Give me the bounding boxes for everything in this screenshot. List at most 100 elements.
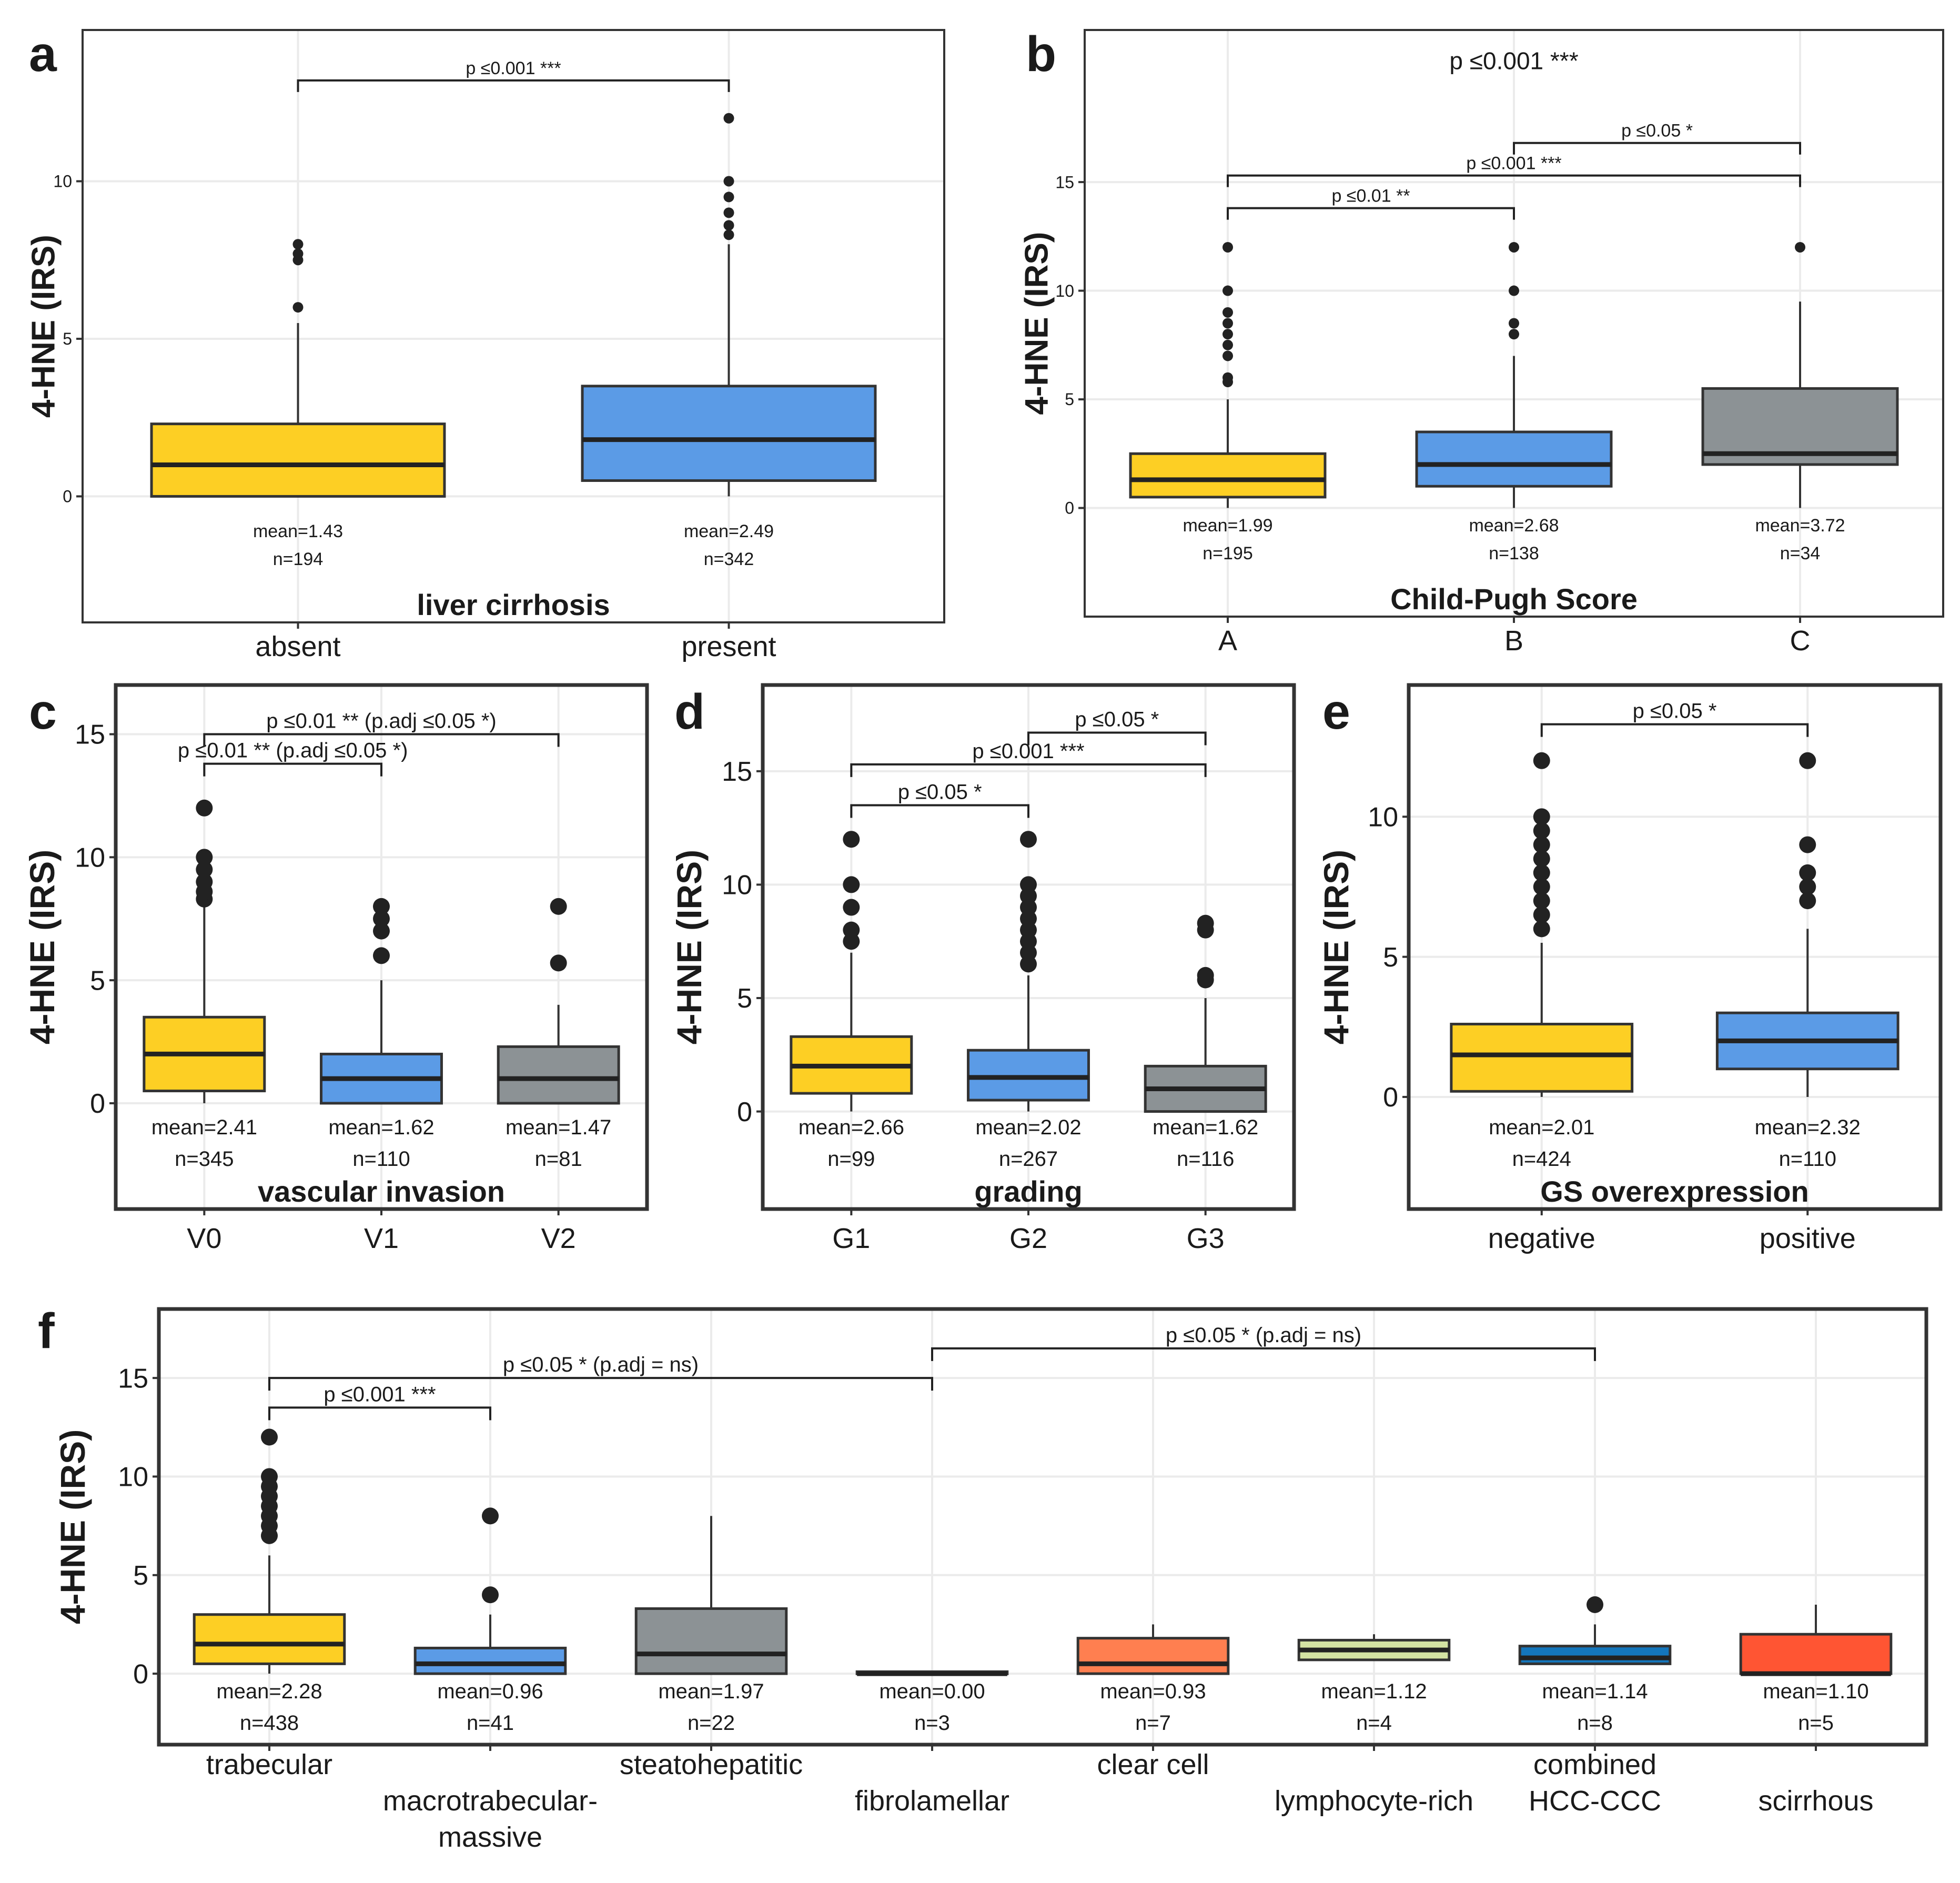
panel-a-outlier-point (292, 302, 304, 313)
panel-b-global-p: p ≤0.001 *** (1449, 47, 1578, 74)
panel-f-mean-label: mean=2.28 (216, 1680, 322, 1703)
panel-c-outlier-point (373, 910, 390, 928)
panel-e-outlier-point (1799, 752, 1816, 769)
panel-c-ytick-label: 0 (90, 1089, 105, 1119)
panel-d-n-label: n=99 (827, 1147, 875, 1171)
panel-f-n-label: n=7 (1135, 1711, 1171, 1735)
panel-c-outlier-point (196, 873, 213, 891)
panel-b-outlier-point (1509, 318, 1519, 329)
panel-f-mean-label: mean=1.10 (1763, 1680, 1868, 1703)
panel-c-border (114, 683, 649, 1211)
panel-c-outlier-point (196, 849, 213, 866)
panel-b-outlier-point (1223, 372, 1233, 383)
panel-d-category-label: G1 (832, 1223, 870, 1254)
panel-a-box-1 (581, 385, 877, 482)
panel-c-letter: c (29, 684, 57, 740)
panel-e-outlier-point (1533, 850, 1550, 868)
panel-a-outlier-point (292, 248, 304, 259)
panel-c-outlier-point (373, 947, 390, 964)
panel-a-mean-label: mean=1.43 (253, 521, 343, 541)
panel-f-n-label: n=41 (467, 1711, 514, 1735)
panel-c-n-label: n=110 (352, 1147, 410, 1171)
panel-b-category-label: C (1790, 625, 1811, 657)
panel-f-category-label: macrotrabecular- (383, 1785, 598, 1817)
panel-f-mean-label: mean=0.00 (879, 1680, 985, 1703)
panel-f-letter: f (38, 1303, 55, 1359)
panel-d-letter: d (674, 684, 705, 740)
panel-a-mean-label: mean=2.49 (684, 521, 774, 541)
panel-f-bracket-label: p ≤0.05 * (p.adj = ns) (503, 1353, 699, 1376)
panel-e-mean-label: mean=2.01 (1489, 1116, 1594, 1139)
panel-b-bracket-label: p ≤0.001 *** (1466, 154, 1561, 174)
panel-c-outlier-point (550, 954, 567, 972)
panel-f-bracket (931, 1347, 1596, 1361)
panel-f-mean-label: mean=1.14 (1542, 1680, 1648, 1703)
panel-f-ytick-label: 15 (118, 1363, 148, 1394)
panel-e-category-label: positive (1760, 1223, 1856, 1254)
panel-c-mean-label: mean=1.47 (506, 1116, 611, 1139)
panel-a-category-label: absent (255, 631, 340, 662)
panel-d-category-label: G3 (1187, 1223, 1225, 1254)
panel-c-mean-label: mean=2.41 (151, 1116, 257, 1139)
panel-d-category-label: G2 (1009, 1223, 1047, 1254)
panel-b-outlier-point (1223, 318, 1233, 329)
panel-f-n-label: n=22 (688, 1711, 735, 1735)
panel-e-xlabel: GS overexpression (1540, 1175, 1809, 1208)
panel-b-mean-label: mean=3.72 (1755, 516, 1845, 536)
panel-e-ylabel: 4-HNE (IRS) (1317, 850, 1356, 1044)
panel-c-outlier-point (196, 861, 213, 878)
panel-c-ytick-label: 5 (90, 965, 105, 996)
panel-b-outlier-point (1795, 241, 1805, 253)
panel-d-ytick-label: 15 (722, 757, 752, 787)
panel-b-outlier-point (1509, 285, 1519, 296)
panel-b-outlier-point (1509, 329, 1519, 340)
panel-c-mean-label: mean=1.62 (328, 1116, 434, 1139)
panel-a-outlier-point (723, 176, 734, 187)
panel-c-outlier-point (373, 898, 390, 915)
panel-d-bracket-label: p ≤0.05 * (1075, 708, 1159, 731)
panel-d-ytick-label: 10 (722, 870, 752, 901)
panel-b-category-label: A (1218, 625, 1237, 657)
panel-a-n-label: n=342 (704, 549, 754, 569)
panel-a-outlier-point (292, 239, 304, 250)
panel-f-bracket (268, 1377, 933, 1391)
panel-e-outlier-point (1533, 892, 1550, 910)
panel-f-ytick-label: 10 (118, 1462, 148, 1493)
panel-c-bracket (203, 733, 560, 747)
panel-b-n-label: n=195 (1203, 543, 1253, 563)
panel-d-bracket (850, 804, 1029, 818)
panel-f-mean-label: mean=0.96 (437, 1680, 543, 1703)
panel-e-outlier-point (1799, 864, 1816, 881)
panel-a-bracket-label: p ≤0.001 *** (466, 58, 561, 78)
panel-a-ytick-label: 10 (53, 172, 72, 191)
panel-a-ylabel: 4-HNE (IRS) (26, 235, 62, 418)
panel-d-outlier-point (843, 831, 860, 848)
panel-f-category-label: combined (1533, 1749, 1656, 1780)
panel-a-outlier-point (723, 229, 734, 240)
panel-d-ytick-label: 5 (737, 983, 752, 1014)
panel-f-outlier-point (261, 1428, 278, 1446)
panel-b-mean-label: mean=2.68 (1469, 516, 1559, 536)
panel-c-ytick-label: 15 (75, 720, 105, 750)
panel-f-category-label: steatohepatitic (620, 1749, 803, 1780)
panel-d-outlier-point (1197, 966, 1214, 984)
panel-e-n-label: n=110 (1779, 1147, 1836, 1171)
panel-f-n-label: n=438 (240, 1711, 299, 1735)
panel-d-mean-label: mean=1.62 (1153, 1116, 1258, 1139)
panel-a-xlabel: liver cirrhosis (417, 588, 610, 621)
panel-f-bracket (268, 1406, 491, 1421)
panel-f-box-7 (1739, 1633, 1893, 1675)
panel-c-outlier-point (550, 898, 567, 915)
panel-e-outlier-point (1533, 906, 1550, 923)
panel-f-n-label: n=5 (1798, 1711, 1834, 1735)
panel-f-box-1 (413, 1646, 567, 1675)
panel-b-xlabel: Child-Pugh Score (1390, 582, 1638, 616)
panel-b-ytick-label: 10 (1055, 281, 1074, 300)
panel-f-mean-label: mean=0.93 (1100, 1680, 1206, 1703)
panel-b-outlier-point (1223, 285, 1233, 296)
panel-e-category-label: negative (1488, 1223, 1595, 1254)
panel-f-ytick-label: 5 (133, 1560, 148, 1591)
panel-b-box-0 (1129, 452, 1327, 499)
panel-d-ylabel: 4-HNE (IRS) (670, 850, 709, 1044)
